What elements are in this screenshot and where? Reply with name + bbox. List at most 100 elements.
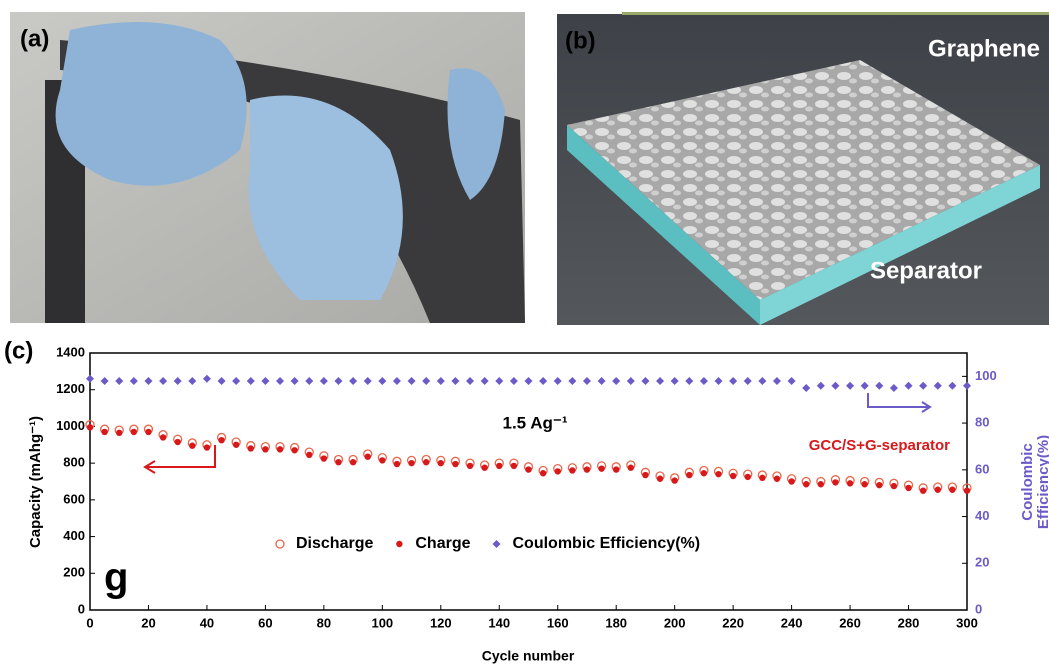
x-tick-label: 160 <box>547 615 569 630</box>
photo-a <box>10 12 525 323</box>
x-tick-label: 120 <box>430 615 452 630</box>
y2-tick-label: 60 <box>975 461 989 476</box>
point <box>188 377 197 386</box>
point <box>743 377 752 386</box>
x-tick-label: 280 <box>898 615 920 630</box>
point <box>305 377 314 386</box>
point <box>802 384 811 393</box>
point <box>803 481 810 488</box>
chart: (c) g Cycle number Capacity (mAhg⁻¹) Cou… <box>4 337 1049 663</box>
point <box>759 474 766 482</box>
y-tick-label: 400 <box>63 528 85 543</box>
y-tick-label: 800 <box>63 455 85 470</box>
render-b <box>557 12 1049 325</box>
point <box>116 429 123 437</box>
point <box>115 377 124 386</box>
y-tick-label: 1400 <box>56 344 85 359</box>
plot-frame <box>89 352 968 611</box>
legend-marker <box>275 539 285 549</box>
legend-label: Discharge <box>296 535 373 552</box>
x-tick-label: 300 <box>956 615 978 630</box>
point <box>319 377 328 386</box>
legend-item: Coulombic Efficiency(%) <box>492 535 701 552</box>
panel-label: (c) <box>4 337 33 364</box>
point <box>408 459 415 467</box>
point <box>291 447 298 454</box>
corner-label: g <box>104 556 128 600</box>
point <box>758 377 767 386</box>
arrow <box>867 393 932 413</box>
point <box>393 460 401 468</box>
y2-tick-label: 100 <box>975 368 997 383</box>
point <box>276 377 285 386</box>
y2-tick-label: 40 <box>975 508 989 523</box>
point <box>744 473 751 481</box>
point <box>627 464 635 471</box>
point <box>539 377 548 386</box>
arrow <box>143 445 216 474</box>
point <box>685 377 694 386</box>
point <box>905 484 912 492</box>
point <box>729 377 738 386</box>
render-label: Separator <box>870 257 982 284</box>
y2-axis-label: Efficiency(%) <box>1035 435 1049 529</box>
point <box>217 377 226 386</box>
point <box>963 487 971 494</box>
x-tick-label: 40 <box>200 615 214 630</box>
point <box>860 381 869 390</box>
y-tick-label: 200 <box>63 565 85 580</box>
y2-tick-label: 0 <box>975 601 982 616</box>
point <box>349 377 358 386</box>
annotation: GCC/S+G-separator <box>809 437 950 454</box>
point <box>320 455 328 462</box>
x-tick-label: 60 <box>258 615 272 630</box>
point <box>613 466 620 473</box>
legend-item: Discharge <box>275 535 373 552</box>
point <box>174 438 181 446</box>
point <box>773 475 781 482</box>
y-axis-label: Capacity (mAhg⁻¹) <box>27 416 44 548</box>
point <box>671 477 678 484</box>
point <box>159 377 168 386</box>
point <box>919 487 927 494</box>
x-tick-label: 200 <box>664 615 686 630</box>
point <box>656 377 665 386</box>
legend-label: Coulombic Efficiency(%) <box>513 535 701 552</box>
point <box>597 377 606 386</box>
point <box>364 453 371 460</box>
point <box>832 479 839 486</box>
point <box>626 377 635 386</box>
x-axis-label: Cycle number <box>482 648 575 664</box>
point <box>392 377 401 386</box>
point <box>700 470 708 477</box>
point <box>568 377 577 386</box>
point <box>261 377 270 386</box>
point <box>890 482 898 490</box>
point <box>86 374 94 383</box>
point <box>715 470 722 478</box>
point <box>379 457 386 464</box>
point <box>276 446 284 453</box>
point <box>510 462 518 470</box>
y-tick-label: 1200 <box>56 381 85 396</box>
point <box>129 377 138 386</box>
point <box>539 470 547 477</box>
legend-item: Charge <box>396 535 471 552</box>
point <box>363 377 372 386</box>
point <box>949 486 956 493</box>
point <box>904 381 913 390</box>
point <box>934 486 941 493</box>
point <box>101 428 108 436</box>
legend-marker <box>396 540 403 548</box>
point <box>246 377 255 386</box>
point <box>232 441 240 448</box>
point <box>729 472 737 480</box>
point <box>553 377 562 386</box>
legend-marker <box>492 540 501 548</box>
point <box>232 377 241 386</box>
point <box>422 459 430 466</box>
point <box>218 436 225 444</box>
point <box>451 377 460 386</box>
render-label: Graphene <box>928 35 1040 62</box>
